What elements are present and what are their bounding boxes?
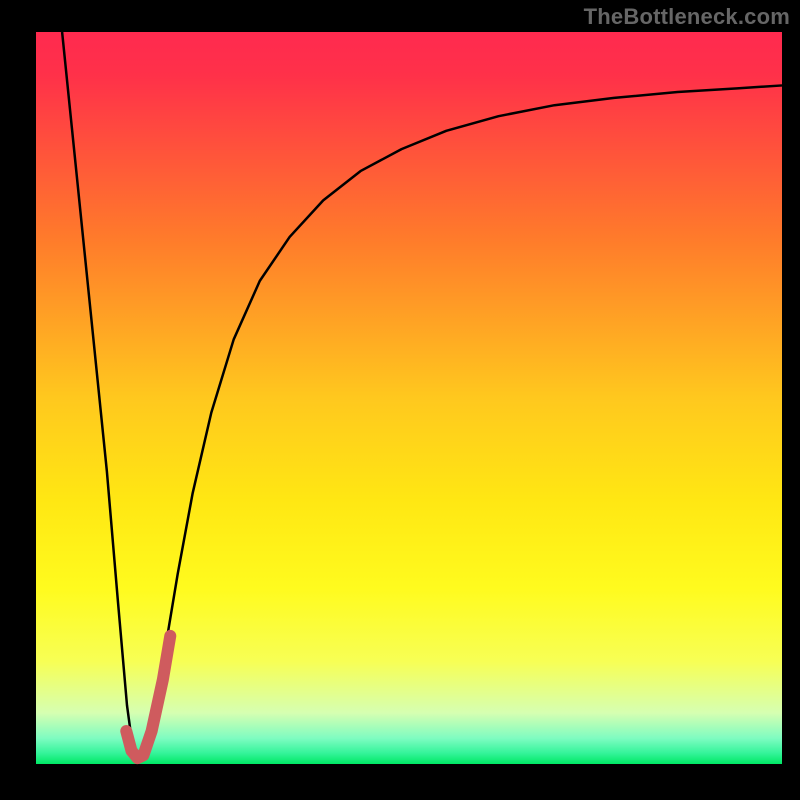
- heat-chart: [0, 0, 800, 800]
- watermark-text: TheBottleneck.com: [584, 4, 790, 30]
- chart-frame: TheBottleneck.com: [0, 0, 800, 800]
